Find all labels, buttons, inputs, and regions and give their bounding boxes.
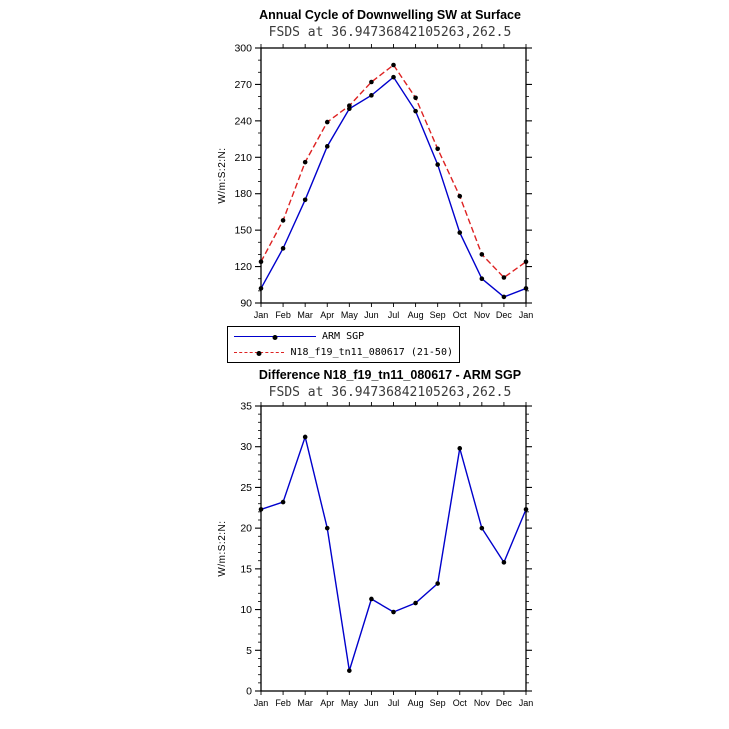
svg-text:120: 120 bbox=[234, 261, 252, 273]
svg-text:90: 90 bbox=[240, 298, 252, 310]
svg-text:300: 300 bbox=[234, 43, 252, 55]
svg-text:Aug: Aug bbox=[408, 310, 424, 320]
svg-text:25: 25 bbox=[240, 482, 252, 494]
legend-item-arm-sgp: ARM SGP bbox=[234, 330, 453, 344]
svg-text:Jul: Jul bbox=[388, 698, 400, 708]
svg-text:Apr: Apr bbox=[320, 310, 334, 320]
top-chart-subtitle: FSDS at 36.94736842105263,262.5 bbox=[268, 25, 512, 40]
svg-text:Oct: Oct bbox=[453, 310, 468, 320]
legend-label: ARM SGP bbox=[322, 331, 365, 343]
svg-text:0: 0 bbox=[246, 686, 252, 698]
svg-text:Nov: Nov bbox=[474, 698, 491, 708]
svg-text:Sep: Sep bbox=[430, 310, 446, 320]
svg-text:210: 210 bbox=[234, 152, 252, 164]
svg-text:5: 5 bbox=[246, 645, 252, 657]
svg-text:30: 30 bbox=[240, 441, 252, 453]
svg-text:240: 240 bbox=[234, 115, 252, 127]
svg-text:270: 270 bbox=[234, 79, 252, 91]
svg-text:Mar: Mar bbox=[297, 698, 313, 708]
legend-label: N18_f19_tn11_080617 (21-50) bbox=[290, 346, 453, 358]
svg-text:20: 20 bbox=[240, 523, 252, 535]
svg-text:Oct: Oct bbox=[453, 698, 468, 708]
svg-text:W/m:S:2:N:: W/m:S:2:N: bbox=[217, 147, 228, 203]
top-chart-title: Annual Cycle of Downwelling SW at Surfac… bbox=[259, 8, 521, 22]
svg-text:Apr: Apr bbox=[320, 698, 334, 708]
svg-text:Jan: Jan bbox=[519, 310, 534, 320]
svg-text:150: 150 bbox=[234, 225, 252, 237]
difference-chart: 0 5 10 15 20 25 30 35 Jan Feb Mar Apr May Jun Jul Aug Se… bbox=[217, 401, 534, 709]
svg-text:Feb: Feb bbox=[275, 310, 291, 320]
svg-text:Dec: Dec bbox=[496, 698, 513, 708]
legend-box: ARM SGP N18_f19_tn11_080617 (21-50) bbox=[227, 326, 460, 363]
svg-text:Mar: Mar bbox=[297, 310, 313, 320]
legend-line-sample-solid bbox=[234, 335, 316, 341]
legend-marker-dot bbox=[256, 350, 262, 356]
svg-text:Dec: Dec bbox=[496, 310, 513, 320]
top-chart: 90 120 150 180 210 240 270 300 Jan Feb Mar Apr May Ju… bbox=[217, 43, 534, 321]
legend-marker-dot bbox=[272, 335, 278, 341]
svg-text:May: May bbox=[341, 310, 359, 320]
svg-text:Nov: Nov bbox=[474, 310, 491, 320]
svg-text:15: 15 bbox=[240, 563, 252, 575]
legend-item-model: N18_f19_tn11_080617 (21-50) bbox=[234, 346, 453, 360]
svg-text:10: 10 bbox=[240, 604, 252, 616]
difference-chart-title: Difference N18_f19_tn11_080617 - ARM SGP bbox=[258, 368, 522, 382]
svg-text:Jun: Jun bbox=[364, 310, 379, 320]
svg-text:180: 180 bbox=[234, 188, 252, 200]
svg-text:Jun: Jun bbox=[364, 698, 379, 708]
svg-text:Jan: Jan bbox=[254, 310, 269, 320]
svg-text:Jan: Jan bbox=[519, 698, 534, 708]
svg-text:35: 35 bbox=[240, 401, 252, 413]
svg-text:W/m:S:2:N:: W/m:S:2:N: bbox=[217, 520, 228, 576]
svg-text:May: May bbox=[341, 698, 359, 708]
svg-text:Jul: Jul bbox=[388, 310, 400, 320]
svg-text:Jan: Jan bbox=[254, 698, 269, 708]
svg-text:Aug: Aug bbox=[408, 698, 424, 708]
difference-chart-subtitle: FSDS at 36.94736842105263,262.5 bbox=[268, 385, 512, 400]
legend-line-sample-dashed bbox=[234, 350, 285, 356]
svg-text:Sep: Sep bbox=[430, 698, 446, 708]
svg-text:Feb: Feb bbox=[275, 698, 291, 708]
